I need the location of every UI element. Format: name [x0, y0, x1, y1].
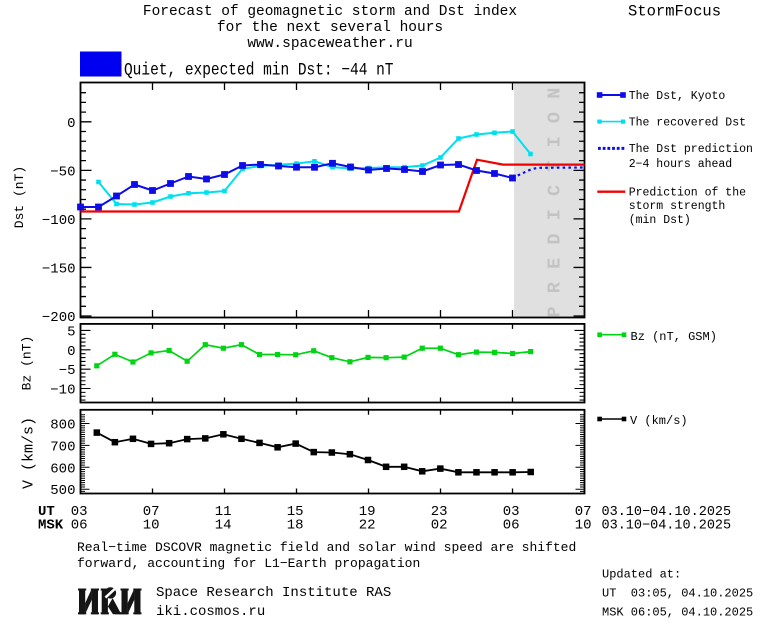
svg-text:UT: UT	[38, 504, 55, 520]
svg-text:Bz (nT): Bz (nT)	[20, 336, 35, 391]
svg-text:for the next several hours: for the next several hours	[217, 20, 443, 36]
svg-text:0: 0	[67, 116, 75, 132]
svg-text:Prediction of the: Prediction of the	[629, 187, 746, 200]
svg-text:−5: −5	[59, 363, 76, 379]
svg-text:Quiet, expected min Dst: −44 n: Quiet, expected min Dst: −44 nT	[124, 60, 393, 80]
svg-text:MSK 06:05, 04.10.2025: MSK 06:05, 04.10.2025	[602, 605, 753, 619]
svg-text:600: 600	[50, 461, 75, 477]
svg-text:03: 03	[71, 504, 88, 520]
svg-text:Forecast of geomagnetic storm: Forecast of geomagnetic storm and Dst in…	[143, 4, 517, 20]
svg-text:2−4 hours ahead: 2−4 hours ahead	[629, 158, 733, 171]
svg-text:10: 10	[575, 518, 592, 534]
svg-text:−50: −50	[50, 164, 75, 180]
svg-text:14: 14	[215, 518, 232, 534]
svg-text:500: 500	[50, 483, 75, 499]
svg-text:V (km/s): V (km/s)	[21, 417, 38, 489]
svg-text:PREDICTION: PREDICTION	[545, 74, 566, 317]
svg-text:15: 15	[287, 504, 304, 520]
svg-text:07: 07	[143, 504, 160, 520]
svg-text:03.10−04.10.2025: 03.10−04.10.2025	[602, 505, 732, 520]
svg-text:forward, accounting for L1−Ear: forward, accounting for L1−Earth propaga…	[77, 556, 420, 571]
svg-text:800: 800	[50, 418, 75, 434]
svg-text:The recovered Dst: The recovered Dst	[629, 116, 746, 129]
svg-text:(min Dst): (min Dst)	[629, 214, 691, 227]
svg-text:Dst (nT): Dst (nT)	[12, 166, 27, 228]
svg-text:MSK: MSK	[38, 518, 64, 534]
svg-text:www.spaceweather.ru: www.spaceweather.ru	[247, 36, 412, 52]
svg-text:22: 22	[359, 518, 376, 534]
svg-text:−10: −10	[50, 382, 75, 398]
svg-text:Space Research Institute RAS: Space Research Institute RAS	[156, 585, 391, 601]
svg-text:storm strength: storm strength	[629, 200, 726, 213]
svg-text:5: 5	[67, 325, 75, 341]
svg-text:03: 03	[503, 504, 520, 520]
svg-text:−100: −100	[42, 213, 76, 229]
svg-text:23: 23	[431, 504, 448, 520]
svg-text:V (km/s): V (km/s)	[630, 414, 688, 428]
svg-text:0: 0	[67, 344, 75, 360]
svg-text:10: 10	[143, 518, 160, 534]
svg-text:The Dst, Kyoto: The Dst, Kyoto	[629, 90, 726, 103]
svg-text:11: 11	[215, 504, 232, 520]
svg-text:StormFocus: StormFocus	[628, 2, 721, 20]
svg-text:06: 06	[503, 518, 520, 534]
svg-text:03.10−04.10.2025: 03.10−04.10.2025	[602, 519, 732, 534]
svg-text:07: 07	[575, 504, 592, 520]
svg-text:UT 03:05, 04.10.2025: UT 03:05, 04.10.2025	[602, 586, 753, 600]
svg-text:06: 06	[71, 518, 88, 534]
svg-text:−200: −200	[42, 310, 76, 326]
svg-text:18: 18	[287, 518, 304, 534]
svg-text:The Dst prediction: The Dst prediction	[629, 143, 753, 156]
svg-text:Updated at:: Updated at:	[602, 567, 681, 581]
svg-text:Real−time DSCOVR magnetic fiel: Real−time DSCOVR magnetic field and sola…	[77, 540, 576, 555]
svg-text:Bz (nT, GSM): Bz (nT, GSM)	[631, 330, 717, 344]
svg-text:−150: −150	[42, 261, 76, 277]
svg-text:iki.cosmos.ru: iki.cosmos.ru	[156, 604, 265, 620]
svg-text:700: 700	[50, 439, 75, 455]
svg-text:19: 19	[359, 504, 376, 520]
svg-text:02: 02	[431, 518, 448, 534]
